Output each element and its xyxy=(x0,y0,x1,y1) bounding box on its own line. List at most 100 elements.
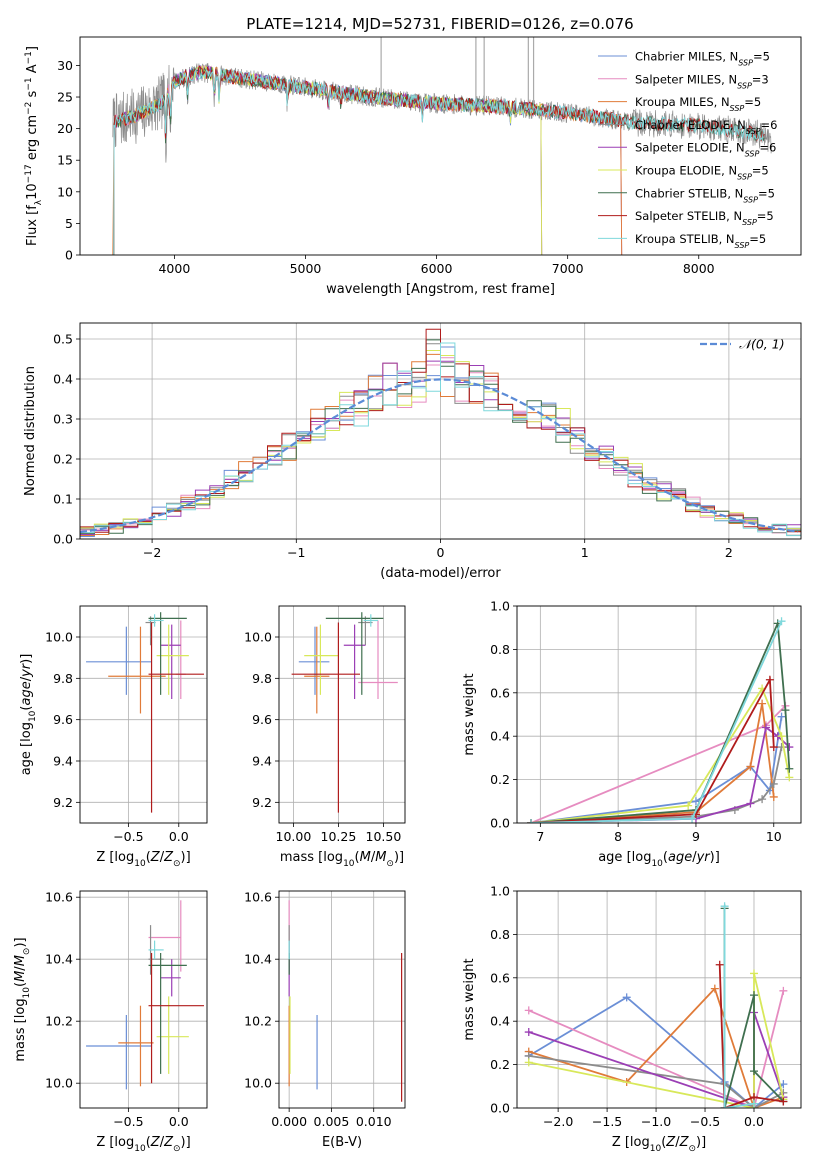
legend-label-salpeter-stelib: Salpeter STELIB, NSSP=5 xyxy=(635,209,774,227)
legend-label-chabrier-elodie: Chabrier ELODIE, NSSP=6 xyxy=(635,118,777,136)
weight-line-kroupa-miles xyxy=(530,703,775,823)
y-tick-label: 1.0 xyxy=(490,599,510,614)
weight-point-salpeter-stelib xyxy=(779,1097,788,1106)
legend-label-salpeter-elodie: Salpeter ELODIE, NSSP=6 xyxy=(635,141,776,159)
label-part: age xyxy=(19,681,34,705)
label-part: )] xyxy=(181,850,191,865)
label-part: ⊙ xyxy=(22,948,32,956)
x-tick-label: 10.50 xyxy=(366,829,402,844)
label-part: [log xyxy=(627,850,652,865)
x-tick-label: 10.25 xyxy=(321,829,357,844)
weight-point-salpeter-miles xyxy=(524,1006,533,1015)
y-tick-label: 0.2 xyxy=(490,1057,510,1072)
label-part: Z xyxy=(150,850,161,865)
x-tick-label: 8 xyxy=(614,829,622,844)
y-tick-label: 0 xyxy=(65,248,73,263)
label-part: =5 xyxy=(758,186,775,200)
label-part: ( xyxy=(146,850,151,865)
label-part: M xyxy=(13,971,28,982)
weight-point-chabrier-stelib xyxy=(749,991,758,1000)
x-tick-label: −1.5 xyxy=(592,1114,622,1129)
label-part: ⊙ xyxy=(688,1144,696,1154)
weight-point-kroupa-elodie xyxy=(777,732,786,741)
x-axis-label: Z [log10(Z/Z⊙)] xyxy=(96,850,190,869)
x-tick-label: 0 xyxy=(437,545,445,560)
x-tick-label: 0.010 xyxy=(356,1114,392,1129)
figure-title: PLATE=1214, MJD=52731, FIBERID=0126, z=0… xyxy=(246,15,633,33)
plot-area xyxy=(80,328,801,537)
plot-area xyxy=(86,900,204,1090)
x-tick-label: 10 xyxy=(766,829,782,844)
grid xyxy=(80,891,207,1108)
age-vs-mass-panel: 10.00 10.25 10.50 9.2 9.4 9.6 9.8 10.0 mass [log… xyxy=(244,605,406,869)
legend-label-kroupa-stelib: Kroupa STELIB, NSSP=5 xyxy=(635,232,766,250)
label-part: / xyxy=(160,850,165,865)
weight-line-chabrier-stelib xyxy=(530,623,791,823)
y-tick-label: 0.6 xyxy=(490,970,510,985)
mass-vs-Z-panel: −0.5 0.010.010.210.410.6Z [log10(Z/Z⊙)]ma… xyxy=(13,890,208,1154)
label-part: )] xyxy=(696,1135,706,1150)
label-part: SSP xyxy=(730,104,745,113)
x-tick-label: 10.00 xyxy=(276,829,312,844)
y-tick-label: 20 xyxy=(57,121,73,136)
label-part: mass [log xyxy=(13,998,28,1061)
label-part: ( xyxy=(19,706,34,711)
y-tick-label: 0.4 xyxy=(53,372,73,387)
label-part: s xyxy=(25,90,40,101)
weight-point-kroupa-elodie xyxy=(684,801,693,810)
y-tick-label: 9.4 xyxy=(53,754,73,769)
axes-frame xyxy=(79,605,208,824)
weight-point-salpeter-elodie xyxy=(524,1028,533,1037)
label-part: ( xyxy=(355,850,360,865)
legend-label-chabrier-stelib: Chabrier STELIB, NSSP=5 xyxy=(635,186,775,204)
label-part: =6 xyxy=(759,141,776,155)
weight-point-kroupa-stelib xyxy=(720,902,729,911)
label-part: / xyxy=(13,966,28,971)
x-tick-label: −2 xyxy=(143,545,161,560)
y-axis-label: Normed distribution xyxy=(23,366,38,496)
y-tick-label: 0.8 xyxy=(490,927,510,942)
model-spectrum-salpeter-stelib xyxy=(113,65,765,255)
label-part: A xyxy=(25,64,40,77)
label-part: Chabrier STELIB, N xyxy=(635,186,743,200)
y-tick-label: 9.6 xyxy=(252,712,272,727)
label-part: / xyxy=(692,850,697,865)
x-axis-label: Z [log10(Z/Z⊙)] xyxy=(96,1135,190,1154)
weight-point-kroupa-stelib xyxy=(527,819,536,823)
label-part: ] xyxy=(25,46,40,51)
y-tick-label: 10.0 xyxy=(45,630,73,645)
weight-point-kroupa-stelib xyxy=(720,1104,729,1108)
weight-point-chabrier-miles xyxy=(777,712,786,721)
label-part: Z xyxy=(150,1135,161,1150)
grid xyxy=(80,606,207,823)
weight-point-kroupa-elodie xyxy=(785,773,794,782)
legend-label-salpeter-miles: Salpeter MILES, NSSP=3 xyxy=(635,72,769,90)
weight-point-chabrier-miles xyxy=(622,993,631,1002)
axes-frame xyxy=(516,605,802,824)
y-tick-label: 10.0 xyxy=(45,1076,73,1091)
label-part: SSP xyxy=(737,81,752,90)
y-tick-label: 10.0 xyxy=(244,630,272,645)
y-tick-label: 5 xyxy=(65,216,73,231)
weight-point-salpeter-elodie xyxy=(761,723,770,732)
x-tick-label: −1.0 xyxy=(641,1114,671,1129)
y-tick-label: 0.4 xyxy=(490,1014,510,1029)
age-vs-Z-panel: −0.5 0.09.29.49.69.810.0Z [log10(Z/Z⊙)]ag… xyxy=(19,605,208,869)
label-part: ⊙ xyxy=(173,1144,181,1154)
x-axis-label: Z [log10(Z/Z⊙)] xyxy=(612,1135,706,1154)
label-part: ⊙ xyxy=(173,859,181,869)
weight-point-salpeter-miles xyxy=(779,986,788,995)
y-tick-label: 10 xyxy=(57,184,73,199)
label-part: SSP xyxy=(742,218,757,227)
y-tick-label: 9.8 xyxy=(53,671,73,686)
label-part: 10 xyxy=(25,183,40,200)
label-part: )] xyxy=(19,654,34,664)
grid xyxy=(279,891,405,1108)
weight-point-chabrier-stelib xyxy=(785,764,794,773)
y-tick-label: 10.6 xyxy=(45,890,73,905)
label-part: =5 xyxy=(744,95,761,109)
label-part: Flux [f xyxy=(25,205,40,246)
label-part: SSP xyxy=(737,172,752,181)
x-tick-label: −2.0 xyxy=(543,1114,573,1129)
